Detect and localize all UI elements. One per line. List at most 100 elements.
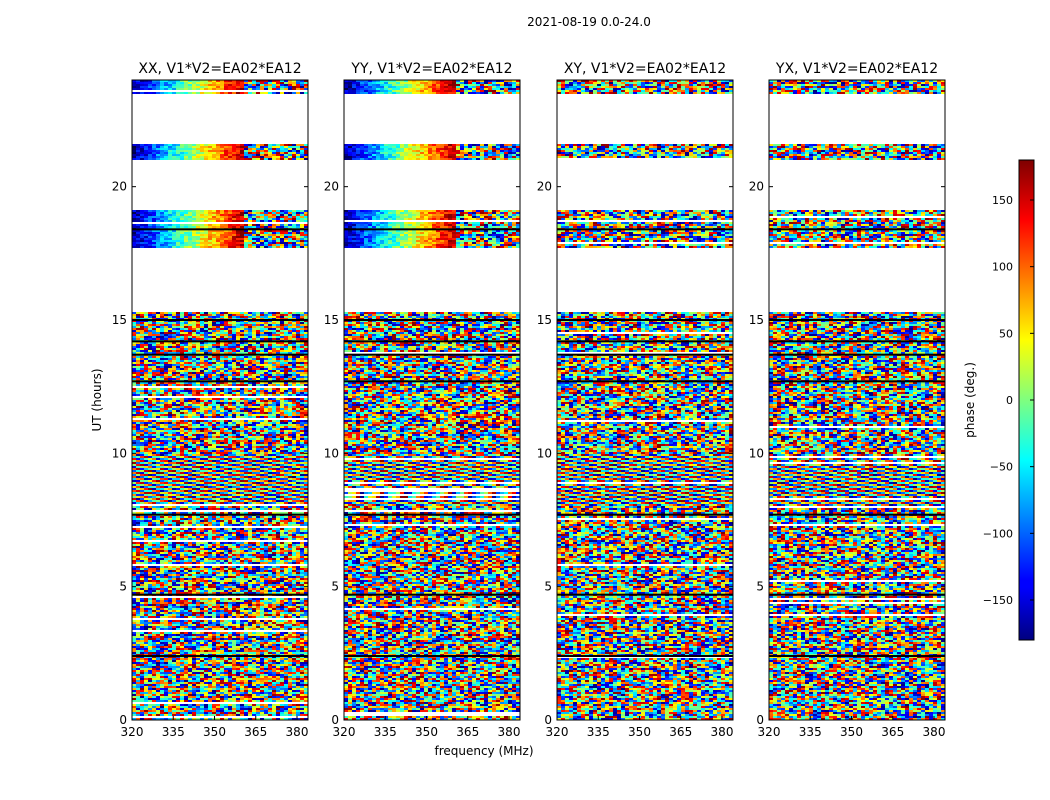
y-tick-label: 0 — [756, 713, 764, 727]
y-tick-label: 10 — [324, 446, 339, 460]
x-tick-label: 365 — [669, 725, 692, 739]
x-tick-label: 335 — [162, 725, 185, 739]
x-tick-label: 320 — [758, 725, 781, 739]
flagged-integration-line — [132, 380, 308, 383]
flagged-integration-line — [132, 228, 308, 231]
panel-xy: XY, V1*V2=EA02*EA12 320 335 350 365 380 0 5 10… — [537, 61, 734, 739]
y-tick-label: 0 — [119, 713, 127, 727]
flagged-integration-line — [557, 319, 733, 321]
x-axis-xy: 320 335 350 365 380 — [546, 716, 734, 739]
x-axis-yx: 320 335 350 365 380 — [758, 716, 946, 739]
colorbar-tick-label: 150 — [992, 194, 1013, 207]
flagged-integration-line — [769, 353, 945, 356]
panel-xx: XX, V1*V2=EA02*EA12 320 335 350 365 380 0 5 10… — [112, 61, 309, 739]
phase-heatmap-yx — [768, 79, 946, 721]
x-tick-label: 335 — [374, 725, 397, 739]
y-tick-label: 20 — [537, 180, 552, 194]
y-tick-label: 5 — [756, 580, 764, 594]
x-tick-label: 335 — [799, 725, 822, 739]
heatmap-cells — [557, 80, 733, 720]
y-tick-label: 10 — [749, 446, 764, 460]
heatmap-cells — [344, 80, 520, 720]
flagged-integration-line — [557, 513, 733, 516]
heatmap-cells — [132, 80, 308, 720]
flagged-integration-line — [344, 593, 520, 596]
flagged-integration-line — [557, 340, 733, 343]
panel-title-xy: XY, V1*V2=EA02*EA12 — [564, 61, 726, 77]
x-axis-yy: 320 335 350 365 380 — [333, 716, 521, 739]
panel-title-yy: YY, V1*V2=EA02*EA12 — [350, 61, 512, 77]
flagged-integration-line — [557, 655, 733, 657]
axes-frame — [556, 79, 734, 721]
x-tick-label: 320 — [121, 725, 144, 739]
x-tick-label: 380 — [923, 725, 946, 739]
phase-heatmap-yy — [343, 79, 521, 721]
x-tick-label: 350 — [628, 725, 651, 739]
flagged-integration-line — [557, 228, 733, 231]
colorbar-tick-label: 100 — [992, 261, 1013, 274]
y-tick-label: 20 — [112, 180, 127, 194]
axes-frame — [343, 79, 521, 721]
flagged-integration-line — [769, 380, 945, 383]
flagged-integration-line — [132, 513, 308, 516]
x-tick-label: 365 — [881, 725, 904, 739]
panel-title-yx: YX, V1*V2=EA02*EA12 — [775, 61, 938, 77]
flagged-integration-line — [769, 228, 945, 231]
y-tick-label: 10 — [112, 446, 127, 460]
axes-frame — [131, 79, 309, 721]
colorbar-tick-label: −150 — [983, 594, 1013, 607]
y-tick-label: 0 — [544, 713, 552, 727]
x-tick-label: 365 — [456, 725, 479, 739]
flagged-integration-line — [132, 655, 308, 657]
flagged-integration-line — [769, 513, 945, 516]
flagged-integration-line — [557, 353, 733, 356]
flagged-integration-line — [769, 319, 945, 321]
x-tick-label: 365 — [244, 725, 267, 739]
flagged-integration-line — [132, 353, 308, 356]
y-tick-label: 15 — [749, 313, 764, 327]
y-axis-label: UT (hours) — [90, 368, 104, 431]
flagged-integration-line — [557, 380, 733, 383]
phase-heatmap-xx — [131, 79, 309, 721]
colorbar-tick-label: 0 — [1006, 394, 1013, 407]
x-tick-label: 320 — [333, 725, 356, 739]
y-axis-yy: 0 5 10 15 20 — [324, 180, 520, 727]
y-tick-label: 5 — [331, 580, 339, 594]
flagged-integration-line — [344, 655, 520, 657]
x-tick-label: 350 — [415, 725, 438, 739]
x-axis-xx: 320 335 350 365 380 — [121, 716, 308, 739]
x-tick-label: 350 — [840, 725, 863, 739]
flagged-integration-line — [344, 353, 520, 356]
flagged-integration-line — [557, 593, 733, 596]
panel-yy: YY, V1*V2=EA02*EA12 320 335 350 365 380 0 5 10… — [324, 61, 521, 739]
y-tick-label: 5 — [544, 580, 552, 594]
x-tick-label: 320 — [546, 725, 569, 739]
colorbar-tick-label: −100 — [983, 527, 1013, 540]
x-tick-label: 380 — [498, 725, 521, 739]
colorbar-tick-label: 50 — [999, 327, 1013, 340]
colorbar-label: phase (deg.) — [963, 362, 977, 438]
x-tick-label: 335 — [587, 725, 610, 739]
flagged-integration-line — [344, 340, 520, 343]
flagged-integration-line — [132, 340, 308, 343]
y-tick-label: 5 — [119, 580, 127, 594]
axes-frame — [768, 79, 946, 721]
flagged-integration-line — [344, 228, 520, 231]
y-tick-label: 15 — [537, 313, 552, 327]
y-tick-label: 20 — [324, 180, 339, 194]
y-tick-label: 15 — [112, 313, 127, 327]
colorbar-ticks: 150 100 50 0 −50 −100 −150 — [983, 194, 1034, 607]
y-tick-label: 0 — [331, 713, 339, 727]
flagged-integration-line — [132, 593, 308, 596]
flagged-integration-line — [132, 319, 308, 321]
colorbar-tick-label: −50 — [990, 461, 1013, 474]
y-axis-xx: 0 5 10 15 20 — [112, 180, 308, 727]
phase-heatmap-xy — [556, 79, 734, 721]
panel-yx: YX, V1*V2=EA02*EA12 320 335 350 365 380 0 5 10… — [749, 61, 946, 739]
flagged-integration-line — [769, 593, 945, 596]
x-axis-label: frequency (MHz) — [434, 744, 533, 758]
x-tick-label: 380 — [711, 725, 734, 739]
y-tick-label: 10 — [537, 446, 552, 460]
y-axis-yx: 0 5 10 15 20 — [749, 180, 945, 727]
